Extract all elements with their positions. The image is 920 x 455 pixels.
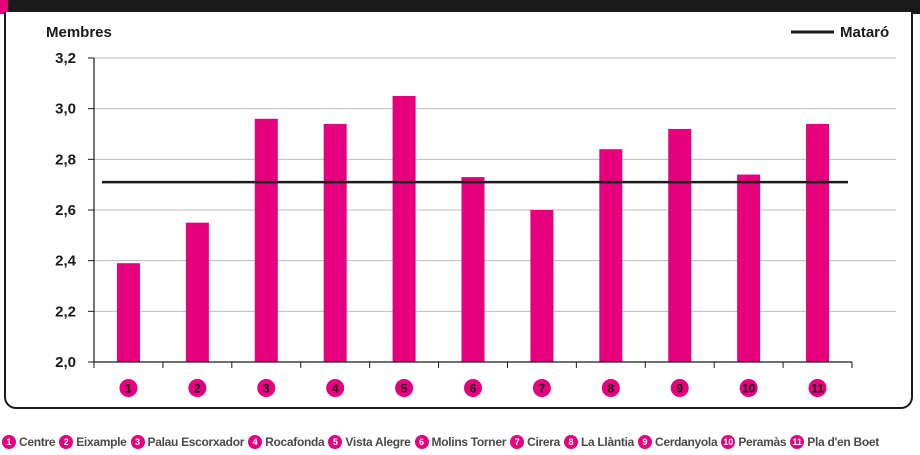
category-number: 4 — [332, 382, 339, 396]
bar — [737, 174, 761, 362]
district-name: Peramàs — [738, 435, 787, 449]
category-badge — [188, 379, 207, 397]
category-number: 5 — [401, 382, 408, 396]
district-legend-item: 2 Eixample — [59, 435, 127, 449]
district-legend: 1 Centre 2 Eixample 3 Palau Escorxador 4 Rocafo… — [2, 431, 920, 453]
district-number-badge: 4 — [248, 435, 263, 449]
category-badge — [395, 379, 414, 397]
category-badge — [601, 379, 620, 397]
category-badge — [257, 379, 276, 397]
bar — [461, 177, 485, 362]
y-tick-label: 2,8 — [55, 151, 76, 168]
district-legend-item: 10 Peramàs — [721, 435, 787, 449]
district-number-badge: 11 — [790, 435, 805, 449]
district-number-badge: 7 — [510, 435, 525, 449]
y-tick-label: 3,2 — [55, 50, 76, 67]
district-number-badge: 1 — [2, 435, 16, 449]
district-name: La Llàntia — [580, 435, 634, 449]
district-name: Cirera — [527, 435, 560, 449]
district-number-badge: 3 — [130, 435, 145, 449]
y-tick-label: 2,4 — [55, 253, 77, 270]
category-badge — [739, 379, 758, 397]
district-name: Centre — [19, 435, 56, 449]
chart-frame: 2,0 2,2 2,4 2,6 2,8 3,0 3,2 1 2 3 4 5 6 7 8 9 10 11 Memb… — [4, 12, 913, 409]
district-number-badge: 10 — [721, 435, 736, 449]
header-accent — [0, 0, 8, 14]
bar-chart: 2,0 2,2 2,4 2,6 2,8 3,0 3,2 1 2 3 4 5 6 7 8 9 10 11 Memb… — [46, 24, 896, 397]
grid-lines — [94, 57, 896, 312]
category-badge — [808, 379, 827, 397]
district-name: Palau Escorxador — [147, 435, 245, 449]
category-number: 1 — [125, 382, 132, 396]
category-number: 6 — [470, 382, 477, 396]
district-number-badge: 2 — [59, 435, 74, 449]
bar — [323, 123, 347, 362]
y-tick-label: 2,0 — [55, 354, 76, 371]
y-tick-label: 2,2 — [55, 303, 76, 320]
bar — [185, 222, 209, 362]
bars — [116, 96, 830, 362]
legend: Mataró — [791, 24, 889, 41]
category-badge — [119, 379, 138, 397]
category-badge — [670, 379, 689, 397]
district-name: Cerdanyola — [654, 435, 718, 449]
y-tick-label: 2,6 — [55, 202, 76, 219]
district-name: Rocafonda — [265, 435, 325, 449]
bar — [668, 128, 692, 362]
district-number-badge: 9 — [637, 435, 652, 449]
district-legend-item: 3 Palau Escorxador — [130, 435, 245, 449]
district-number-badge: 8 — [563, 435, 578, 449]
bar — [392, 96, 416, 362]
district-number-badge: 6 — [414, 435, 429, 449]
header-bar — [0, 0, 920, 14]
district-legend-item: 6 Molins Torner — [414, 435, 507, 449]
bar — [116, 263, 140, 362]
y-tick-label: 3,0 — [55, 101, 76, 118]
bar — [599, 149, 623, 362]
district-legend-item: 8 La Llàntia — [563, 435, 634, 449]
category-number: 3 — [263, 382, 270, 396]
district-legend-item: 9 Cerdanyola — [637, 435, 718, 449]
district-legend-item: 1 Centre — [2, 435, 56, 449]
y-tick-labels: 2,0 2,2 2,4 2,6 2,8 3,0 3,2 — [55, 50, 77, 371]
category-badge — [326, 379, 345, 397]
district-legend-item: 5 Vista Alegre — [328, 435, 411, 449]
category-number: 7 — [539, 382, 546, 396]
legend-label: Mataró — [840, 24, 889, 41]
district-name: Molins Torner — [431, 435, 507, 449]
category-number: 8 — [607, 382, 614, 396]
district-name: Pla d'en Boet — [807, 435, 879, 449]
category-badge — [532, 379, 551, 397]
category-number: 9 — [676, 382, 683, 396]
bar — [806, 123, 830, 362]
category-number: 10 — [742, 382, 756, 396]
bar — [254, 118, 278, 362]
district-name: Eixample — [76, 435, 127, 449]
category-number: 11 — [811, 382, 824, 396]
district-legend-item: 7 Cirera — [510, 435, 560, 449]
district-name: Vista Alegre — [345, 435, 411, 449]
axes — [88, 57, 853, 368]
y-axis-label: Membres — [46, 24, 112, 41]
category-markers: 1 2 3 4 5 6 7 8 9 10 11 — [119, 379, 827, 397]
district-legend-item: 4 Rocafonda — [248, 435, 325, 449]
district-legend-item: 11 Pla d'en Boet — [790, 435, 879, 449]
bar — [530, 210, 554, 362]
district-number-badge: 5 — [328, 435, 343, 449]
category-number: 2 — [194, 382, 201, 396]
category-badge — [464, 379, 482, 397]
